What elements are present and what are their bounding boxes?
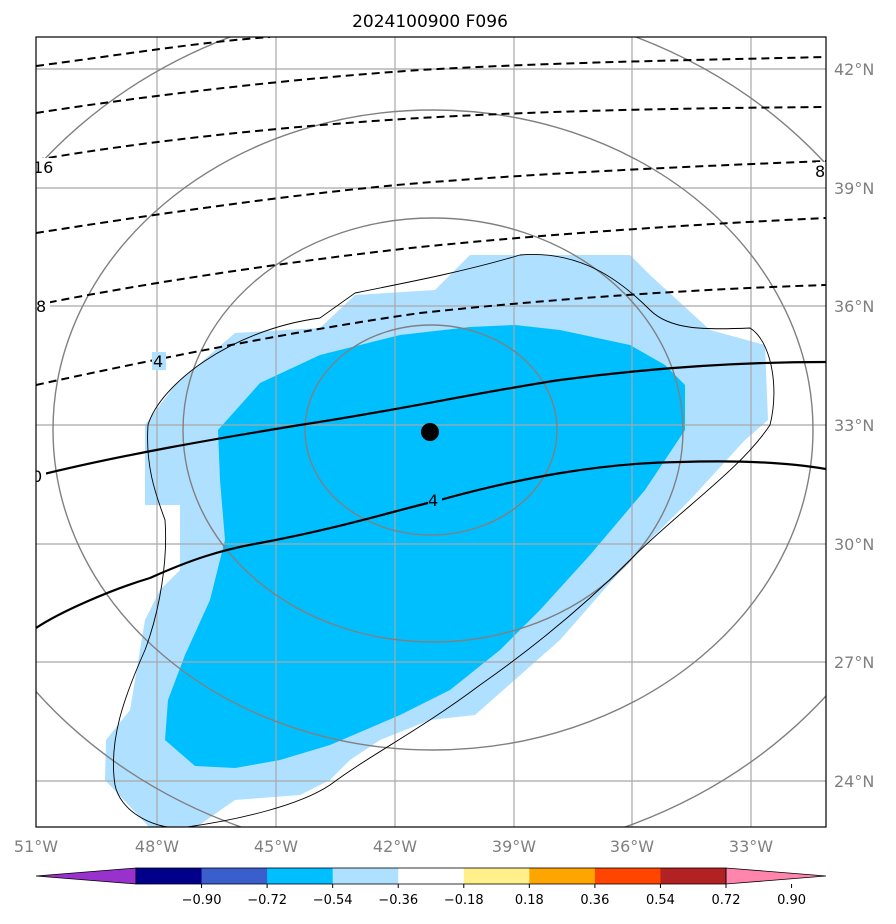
colorbar-segment xyxy=(594,868,661,884)
lon-label: 48°W xyxy=(135,837,179,856)
thin-outline-contour xyxy=(112,254,775,827)
colorbar-extend-high xyxy=(725,867,827,885)
colorbar-tick-label: 0.54 xyxy=(646,893,675,908)
contour-label-16: 16 xyxy=(33,158,53,177)
lat-label: 33°N xyxy=(834,416,874,435)
lon-label: 36°W xyxy=(610,837,654,856)
solid-contours xyxy=(36,360,826,629)
colorbar-tick-label: 0.18 xyxy=(515,893,544,908)
colorbar-tick-label: 0.36 xyxy=(580,893,609,908)
lon-label: 33°W xyxy=(729,837,773,856)
contour-label-8-east: 8 xyxy=(815,162,825,181)
colorbar: −0.90 −0.72 −0.54 −0.36 −0.18 0.18 0.36 0.54 0.7… xyxy=(35,867,827,908)
colorbar-segment xyxy=(398,868,465,884)
lon-label: 51°W xyxy=(14,837,58,856)
shading-deep-sky-blue xyxy=(165,325,685,768)
colorbar-segment xyxy=(529,868,596,884)
contour-label-0: 0 xyxy=(32,467,42,486)
lon-label: 45°W xyxy=(254,837,298,856)
contour-labels: 16 8 8 4 0 4 xyxy=(32,158,826,510)
colorbar-outline xyxy=(135,867,727,885)
colorbar-segment xyxy=(463,868,530,884)
lat-label: 39°N xyxy=(834,179,874,198)
colorbar-tick-label: −0.36 xyxy=(378,893,418,908)
map-area: 16 8 8 4 0 4 xyxy=(32,37,826,827)
colorbar-tick-label: −0.90 xyxy=(182,893,222,908)
lon-label: 42°W xyxy=(373,837,417,856)
lat-label: 42°N xyxy=(834,60,874,79)
lat-label: 27°N xyxy=(834,653,874,672)
colorbar-segment xyxy=(267,868,334,884)
colorbar-segment xyxy=(660,868,727,884)
contour-label-4-south: 4 xyxy=(428,491,438,510)
lon-label: 39°W xyxy=(492,837,536,856)
contour-label-4-north: 4 xyxy=(153,352,163,371)
colorbar-segment xyxy=(136,868,203,884)
lat-label: 30°N xyxy=(834,535,874,554)
colorbar-segment xyxy=(332,868,399,884)
colorbar-tick-label: 0.72 xyxy=(712,893,741,908)
colorbar-tick-label: 0.90 xyxy=(777,893,806,908)
colorbar-tick-label: −0.18 xyxy=(444,893,484,908)
range-rings xyxy=(36,37,826,827)
colorbar-tick-label: −0.72 xyxy=(247,893,287,908)
lon-labels: 51°W 48°W 45°W 42°W 39°W 36°W 33°W xyxy=(14,837,773,856)
colorbar-tick-label: −0.54 xyxy=(313,893,353,908)
contour-label-8-west: 8 xyxy=(36,297,46,316)
lat-label: 24°N xyxy=(834,772,874,791)
lat-labels: 42°N 39°N 36°N 33°N 30°N 27°N 24°N xyxy=(834,60,874,791)
lat-label: 36°N xyxy=(834,297,874,316)
map-frame xyxy=(35,36,827,828)
storm-center-dot xyxy=(421,423,439,441)
colorbar-extend-low xyxy=(35,867,137,885)
map-title: 2024100900 F096 xyxy=(352,12,508,32)
graticule xyxy=(36,37,826,827)
colorbar-segment xyxy=(201,868,268,884)
